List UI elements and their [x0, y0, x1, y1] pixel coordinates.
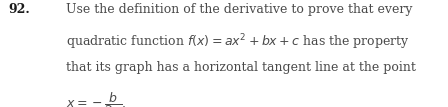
Text: that its graph has a horizontal tangent line at the point: that its graph has a horizontal tangent …: [66, 61, 416, 74]
Text: quadratic function $f(x) = ax^2 + bx + c$ has the property: quadratic function $f(x) = ax^2 + bx + c…: [66, 32, 410, 52]
Text: 92.: 92.: [8, 3, 30, 16]
Text: Use the definition of the derivative to prove that every: Use the definition of the derivative to …: [66, 3, 413, 16]
Text: $x = -\dfrac{b}{2a}.$: $x = -\dfrac{b}{2a}.$: [66, 90, 126, 107]
